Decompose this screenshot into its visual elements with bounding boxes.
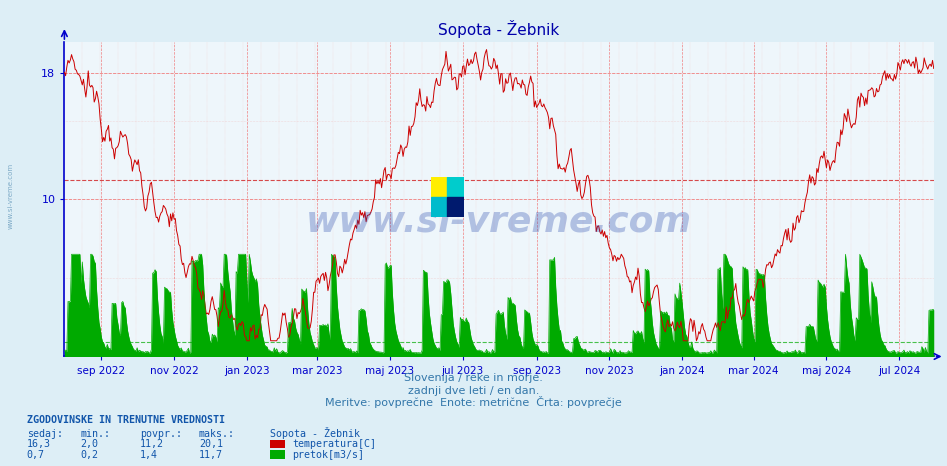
Title: Sopota - Žebnik: Sopota - Žebnik: [438, 20, 560, 38]
Text: temperatura[C]: temperatura[C]: [293, 439, 377, 449]
Text: 1,4: 1,4: [140, 450, 158, 459]
Text: pretok[m3/s]: pretok[m3/s]: [293, 450, 365, 459]
Bar: [448, 177, 464, 197]
Text: 2,0: 2,0: [80, 439, 98, 449]
Text: min.:: min.:: [80, 429, 111, 439]
Text: sedaj:: sedaj:: [27, 429, 63, 439]
Text: maks.:: maks.:: [199, 429, 235, 439]
Text: 0,7: 0,7: [27, 450, 45, 459]
Text: ZGODOVINSKE IN TRENUTNE VREDNOSTI: ZGODOVINSKE IN TRENUTNE VREDNOSTI: [27, 415, 224, 425]
Text: Slovenija / reke in morje.: Slovenija / reke in morje.: [404, 373, 543, 383]
Text: Meritve: povprečne  Enote: metrične  Črta: povprečje: Meritve: povprečne Enote: metrične Črta:…: [325, 397, 622, 408]
Text: www.si-vreme.com: www.si-vreme.com: [306, 204, 692, 238]
Text: www.si-vreme.com: www.si-vreme.com: [8, 163, 13, 229]
Text: 20,1: 20,1: [199, 439, 223, 449]
Text: 16,3: 16,3: [27, 439, 50, 449]
Text: povpr.:: povpr.:: [140, 429, 182, 439]
Text: 11,7: 11,7: [199, 450, 223, 459]
Bar: [431, 177, 448, 197]
Text: 11,2: 11,2: [140, 439, 164, 449]
Text: 0,2: 0,2: [80, 450, 98, 459]
Bar: [448, 197, 464, 217]
Text: Sopota - Žebnik: Sopota - Žebnik: [270, 427, 360, 439]
Bar: [431, 197, 448, 217]
Text: zadnji dve leti / en dan.: zadnji dve leti / en dan.: [408, 386, 539, 396]
